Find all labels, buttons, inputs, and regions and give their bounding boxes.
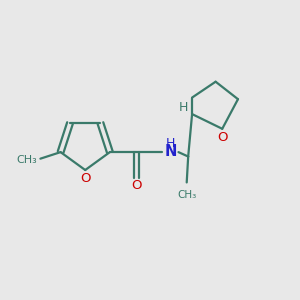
Text: H: H (166, 137, 175, 150)
Text: N: N (164, 144, 177, 159)
Text: O: O (80, 172, 91, 185)
Text: O: O (131, 179, 142, 193)
Text: H: H (178, 101, 188, 114)
Text: CH₃: CH₃ (177, 190, 196, 200)
Text: CH₃: CH₃ (16, 155, 37, 165)
Text: O: O (218, 130, 228, 143)
